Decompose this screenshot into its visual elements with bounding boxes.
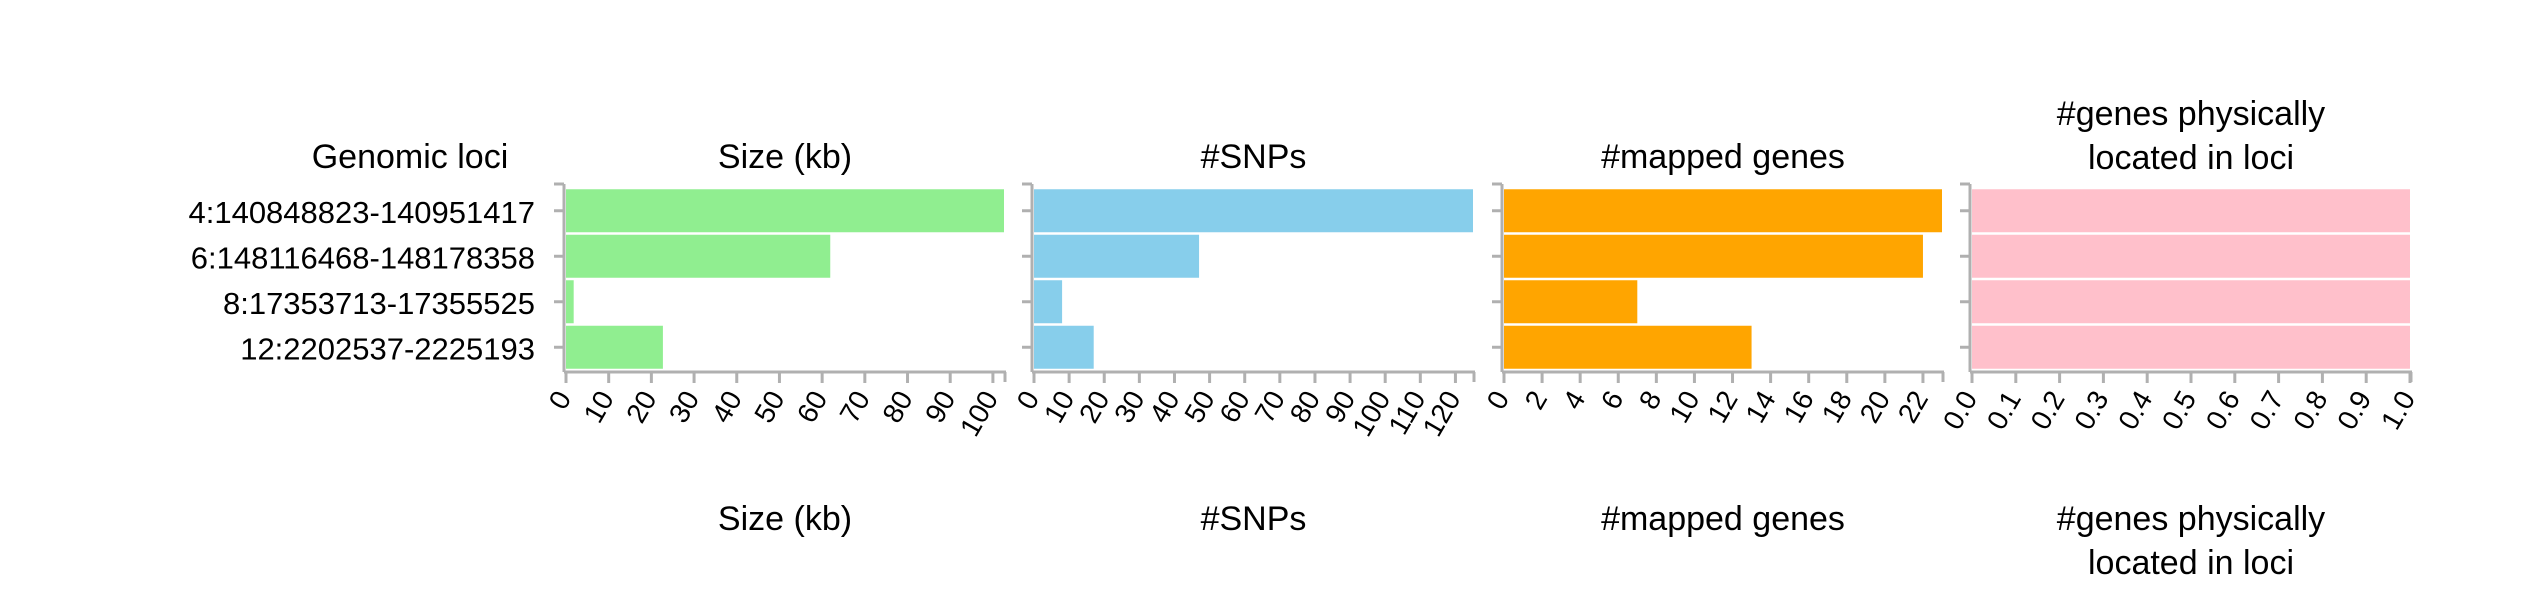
x-tick-label: 10 (577, 386, 619, 428)
x-axis-label: #SNPs (1201, 500, 1307, 538)
x-tick-label: 0.4 (2112, 386, 2158, 435)
bar (1034, 325, 1094, 369)
x-tick-label: 22 (1892, 386, 1934, 428)
x-tick-label: 0.7 (2243, 386, 2289, 435)
panel-title: Size (kb) (718, 138, 852, 176)
x-tick-label: 80 (876, 386, 918, 428)
x-tick-label: 70 (1249, 386, 1291, 428)
x-tick-label: 20 (620, 386, 662, 428)
bar (1972, 189, 2410, 233)
x-tick-label: 120 (1416, 386, 1466, 442)
x-tick-label: 0.8 (2287, 386, 2333, 435)
bar (1504, 325, 1752, 369)
bar (1034, 234, 1200, 278)
x-tick-label: 0.9 (2331, 386, 2377, 435)
bar (1972, 280, 2410, 324)
x-tick-label: 6 (1595, 386, 1630, 415)
x-tick-label: 10 (1663, 386, 1705, 428)
x-tick-label: 30 (663, 386, 705, 428)
locus-label: 12:2202537-2225193 (240, 331, 535, 366)
x-tick-label: 80 (1284, 386, 1326, 428)
x-tick-label: 0.1 (1981, 386, 2027, 435)
x-tick-label: 12 (1701, 386, 1743, 428)
x-tick-label: 0.3 (2068, 386, 2114, 435)
locus-label: 8:17353713-17355525 (223, 286, 535, 321)
locus-label: 4:140848823-140951417 (188, 195, 535, 230)
x-tick-label: 20 (1073, 386, 1115, 428)
loci-column-title: Genomic loci (312, 138, 509, 176)
bar (1504, 234, 1923, 278)
bar (1034, 280, 1063, 324)
x-tick-label: 60 (1213, 386, 1255, 428)
x-tick-label: 8 (1633, 386, 1668, 415)
x-tick-label: 50 (748, 386, 790, 428)
bar (1034, 189, 1473, 233)
x-tick-label: 0.0 (1937, 386, 1983, 435)
x-tick-label: 0.6 (2200, 386, 2246, 435)
x-tick-label: 18 (1816, 386, 1858, 428)
panel-title: #mapped genes (1601, 138, 1845, 176)
x-tick-label: 30 (1108, 386, 1150, 428)
x-axis-label: #mapped genes (1601, 500, 1845, 538)
locus-label: 6:148116468-148178358 (191, 240, 535, 275)
bar (1972, 325, 2410, 369)
x-tick-label: 60 (791, 386, 833, 428)
bar (566, 325, 663, 369)
x-tick-label: 40 (706, 386, 748, 428)
x-tick-label: 16 (1777, 386, 1819, 428)
x-tick-label: 0.5 (2156, 386, 2202, 435)
loci-labels: 4:140848823-140951417 6:148116468-1481783… (188, 195, 535, 367)
x-tick-label: 20 (1854, 386, 1896, 428)
bar (1504, 189, 1942, 233)
x-tick-label: 1.0 (2375, 386, 2421, 435)
x-tick-label: 4 (1557, 386, 1592, 415)
x-tick-label: 100 (954, 386, 1004, 442)
x-tick-label: 50 (1178, 386, 1220, 428)
bar (1972, 234, 2410, 278)
panel-title: #genes physically located in loci (2057, 95, 2325, 177)
x-tick-label: 40 (1143, 386, 1185, 428)
bar (566, 280, 574, 324)
x-axis-label: Size (kb) (718, 500, 852, 538)
panel-4: #genes physically located in loci0.00.10.… (1937, 95, 2421, 582)
x-tick-label: 10 (1038, 386, 1080, 428)
panel-title: #SNPs (1201, 138, 1307, 176)
bar (566, 189, 1004, 233)
x-axis-label: #genes physically located in loci (2057, 500, 2325, 582)
bar (566, 234, 831, 278)
bar (1504, 280, 1638, 324)
x-tick-label: 14 (1739, 386, 1781, 428)
x-tick-label: 0 (1481, 386, 1516, 415)
x-tick-label: 90 (919, 386, 961, 428)
x-tick-label: 2 (1519, 386, 1554, 415)
x-tick-label: 70 (834, 386, 876, 428)
x-tick-label: 0 (543, 386, 578, 415)
x-tick-label: 0.2 (2024, 386, 2070, 435)
